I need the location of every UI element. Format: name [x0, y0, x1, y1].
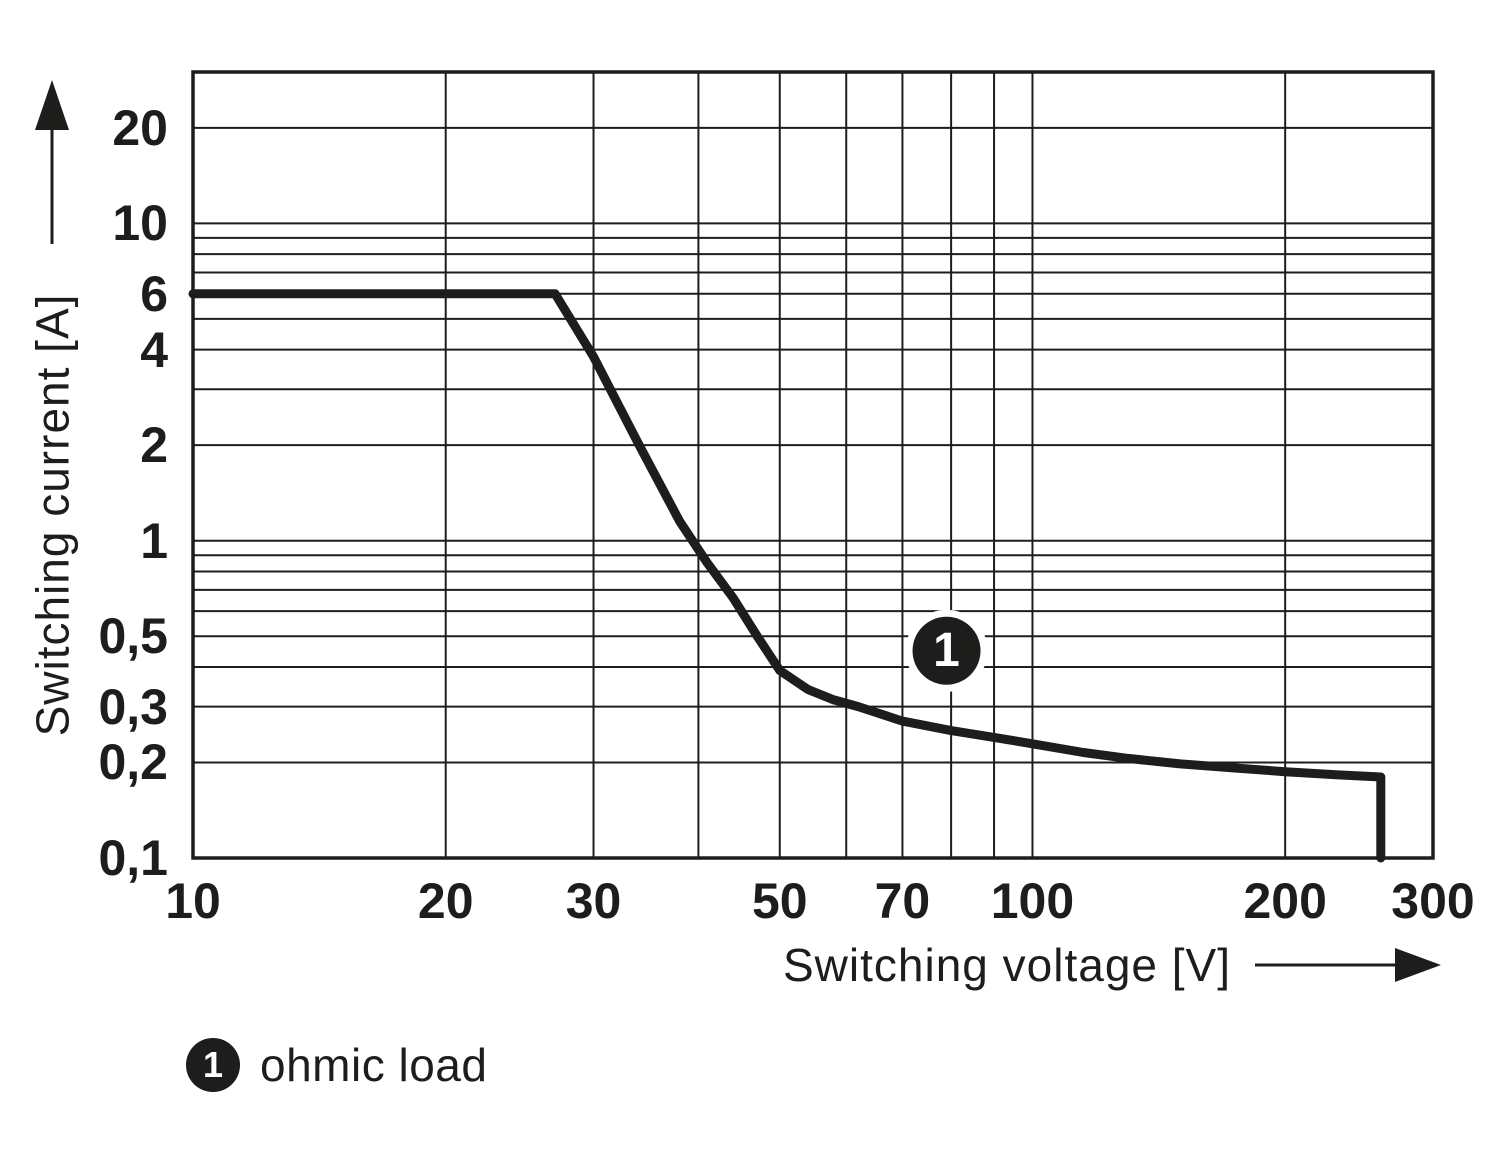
- y-tick-label: 0,1: [98, 830, 168, 886]
- y-tick-label: 0,3: [98, 678, 168, 735]
- y-tick-label: 10: [112, 195, 168, 252]
- legend-item-label: ohmic load: [260, 1039, 488, 1091]
- x-tick-label: 100: [990, 873, 1075, 929]
- x-tick-label: 30: [565, 873, 622, 929]
- legend: 1 ohmic load: [186, 1038, 487, 1092]
- curve-marker-badge: [912, 616, 981, 685]
- x-axis-title: Switching voltage [V]: [783, 939, 1232, 991]
- plot-border: [191, 70, 1435, 860]
- x-axis-right-arrow-icon: [1255, 948, 1442, 982]
- x-tick-label: 200: [1243, 873, 1327, 929]
- x-tick-label: 10: [165, 873, 221, 929]
- y-axis-up-arrow-icon: [35, 80, 69, 244]
- x-tick-label: 50: [751, 873, 808, 929]
- y-tick-label: 0,2: [98, 734, 168, 791]
- x-tick-label: 70: [874, 873, 931, 929]
- y-tick-label: 0,5: [98, 608, 168, 665]
- x-tick-label: 300: [1391, 873, 1475, 929]
- y-axis-title-group: Switching current [A]: [20, 78, 84, 768]
- y-tick-label: 2: [140, 417, 168, 474]
- y-tick-label: 20: [112, 99, 168, 156]
- ohmic-load-curve: [188, 289, 1386, 863]
- y-tick-label: 1: [140, 512, 168, 569]
- y-tick-label: 6: [140, 265, 168, 322]
- x-tick-label: 20: [417, 873, 474, 929]
- legend-marker-badge: 1: [186, 1038, 240, 1092]
- x-axis-title-group: Switching voltage [V]: [783, 938, 1443, 992]
- y-tick-label: 4: [140, 321, 168, 378]
- curve-marker-number: 1: [933, 624, 960, 677]
